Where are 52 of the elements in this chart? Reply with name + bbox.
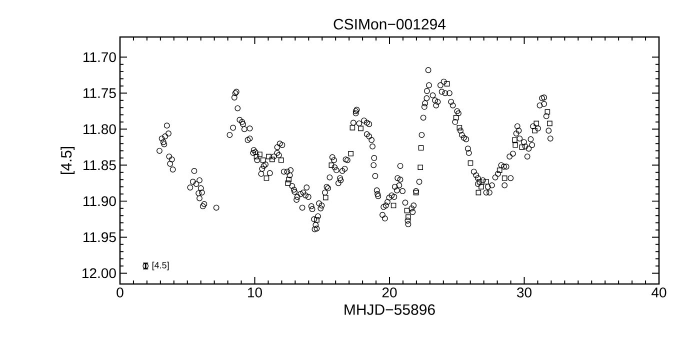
point [350,125,356,130]
y-tick-label: 11.80 [84,124,116,134]
x-tick-label: 40 [652,288,666,298]
point [502,175,508,181]
point [278,157,284,163]
point [496,168,502,173]
point [406,214,411,220]
x-tick-label: 10 [248,288,262,298]
chart-title: CSIMon−001294 [334,18,446,30]
point [404,208,410,214]
y-tick-label: 11.75 [84,88,116,98]
series-label: [4.5] [152,262,169,270]
point [390,202,396,208]
point [468,160,474,166]
point [476,190,482,196]
point [519,144,525,150]
point [257,152,262,158]
x-tick-label: 0 [116,288,124,298]
point [254,154,260,160]
point [314,217,320,223]
y-tick-label: 11.90 [84,196,116,206]
point [456,125,462,130]
point [453,115,459,120]
x-tick-label: 20 [382,288,397,298]
point [534,120,540,126]
point [418,164,424,170]
y-tick-label: 12.00 [82,268,116,278]
point [512,142,518,148]
x-tick-label: 30 [516,288,532,298]
point [418,145,424,151]
point [266,154,272,160]
x-axis-title: MHJD−55896 [344,304,435,315]
point [264,175,270,181]
point [286,176,292,182]
point [512,137,518,143]
point [269,156,275,162]
point [328,162,334,168]
point [348,151,354,156]
point [413,190,419,196]
y-tick-label: 11.85 [84,160,116,170]
y-tick-label: 11.95 [84,232,116,242]
point [322,194,328,200]
point [532,128,538,134]
y-tick-label: 11.70 [84,52,116,62]
point [476,179,482,184]
point [484,179,489,184]
point [358,126,364,132]
point [547,120,552,126]
point [285,180,291,186]
y-axis-title: [4.5] [60,146,75,174]
point [478,184,484,190]
point [544,109,550,115]
